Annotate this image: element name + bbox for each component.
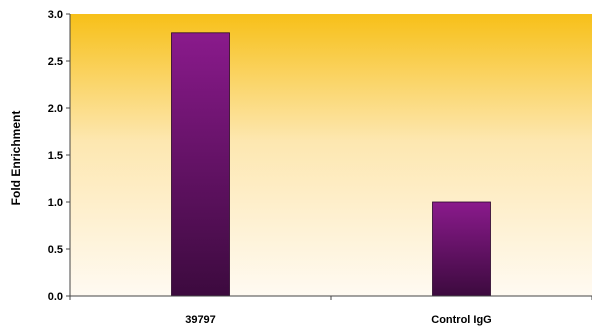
- y-tick-label: 2.5: [48, 56, 63, 68]
- y-tick-label: 2.0: [48, 103, 63, 115]
- x-tick-label: Control IgG: [431, 314, 492, 326]
- y-tick-label: 1.0: [48, 197, 63, 209]
- y-tick-label: 0.5: [48, 244, 63, 256]
- y-axis-title: Fold Enrichment: [9, 111, 23, 206]
- y-tick-label: 3.0: [48, 9, 63, 21]
- bars-layer: [171, 32, 491, 297]
- y-tick-label: 1.5: [48, 150, 63, 162]
- plot-area-background: [70, 14, 592, 296]
- x-ticks-layer: 39797 Control IgG: [69, 296, 592, 326]
- x-tick-label: 39797: [185, 314, 216, 326]
- y-tick-label: 0.0: [48, 291, 63, 303]
- bar-39797: [171, 32, 230, 297]
- bar-control-igg: [432, 201, 491, 297]
- y-ticks-layer: 0.0 0.5 1.0 1.5 2.0 2.5 3.0: [48, 9, 70, 303]
